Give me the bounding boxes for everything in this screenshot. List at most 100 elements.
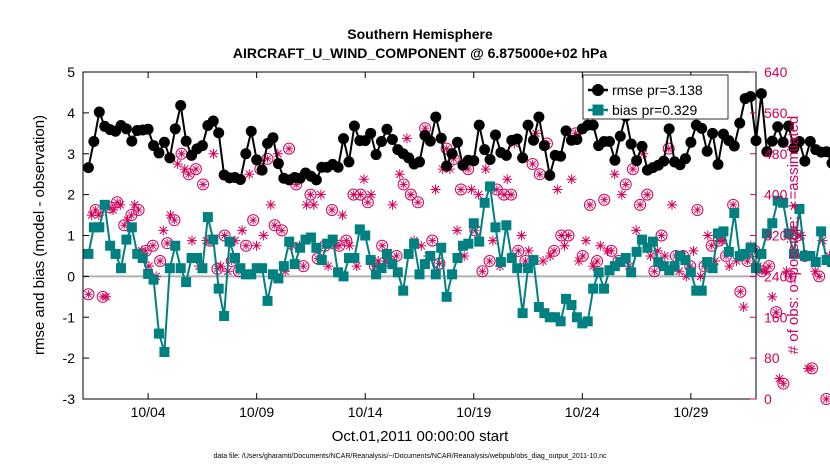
possible-obs-circle [397, 178, 410, 191]
assimilated-obs-marker [430, 184, 441, 195]
rmse-point [196, 140, 208, 152]
bias-point [202, 212, 213, 223]
possible-obs-star [120, 221, 129, 230]
possible-obs-star [578, 251, 587, 260]
bias-point [816, 226, 827, 237]
assimilated-obs-marker [659, 250, 670, 261]
bias-point [783, 228, 794, 239]
bias-point [658, 261, 669, 272]
assimilated-obs-marker [344, 240, 355, 251]
bias-point [126, 222, 137, 233]
assimilated-obs-marker [717, 235, 728, 246]
bias-point [501, 220, 512, 231]
rmse-point [332, 161, 344, 173]
assimilated-obs-marker [738, 302, 749, 313]
possible-obs-circle [247, 214, 260, 227]
bias-point [745, 242, 756, 253]
possible-obs-star [442, 144, 451, 153]
assimilated-obs-marker [394, 169, 405, 180]
legend-rmse-label: rmse pr=3.138 [612, 82, 703, 98]
rmse-point [533, 111, 545, 123]
possible-obs-marker [247, 214, 260, 227]
assimilated-obs-marker [416, 240, 427, 251]
rmse-point [370, 149, 382, 161]
assimilated-obs-marker [115, 199, 126, 210]
rmse-point [685, 136, 697, 148]
rmse-point [234, 174, 246, 186]
possible-obs-star [765, 262, 774, 271]
rmse-point [256, 164, 268, 176]
possible-obs-circle [283, 142, 296, 155]
bias-point [170, 240, 181, 251]
y-tick-label: 4 [67, 105, 75, 121]
bias-point [235, 263, 246, 274]
assimilated-obs-marker [251, 240, 262, 251]
possible-obs-star [636, 200, 645, 209]
assimilated-obs-marker [172, 158, 183, 169]
assimilated-obs-marker [645, 250, 656, 261]
rmse-point [348, 120, 360, 132]
bias-point [181, 277, 192, 288]
bias-point [680, 255, 691, 266]
possible-obs-marker [505, 188, 518, 201]
x-tick-label: 10/29 [673, 404, 708, 420]
bias-point [436, 242, 447, 253]
assimilated-obs-marker [588, 261, 599, 272]
possible-obs-star [285, 144, 294, 153]
bias-point [544, 312, 555, 323]
assimilated-obs-marker [609, 169, 620, 180]
assimilated-obs-marker [158, 225, 169, 236]
possible-obs-star [91, 205, 100, 214]
rmse-point [175, 100, 187, 112]
bias-point [240, 269, 251, 280]
bias-point [609, 261, 620, 272]
possible-obs-star [786, 272, 795, 281]
bias-point [713, 228, 724, 239]
rmse-point [142, 123, 154, 135]
possible-obs-star [650, 267, 659, 276]
possible-obs-marker [175, 147, 188, 160]
possible-obs-circle [634, 198, 647, 211]
bias-point [354, 224, 365, 235]
assimilated-obs-marker [674, 266, 685, 277]
bias-point [696, 285, 707, 296]
assimilated-obs-marker [373, 256, 384, 267]
possible-obs-circle [598, 193, 611, 206]
assimilated-obs-marker [366, 189, 377, 200]
bias-point [219, 311, 230, 322]
possible-obs-star [399, 180, 408, 189]
bias-point [376, 263, 387, 274]
assimilated-obs-marker [487, 235, 498, 246]
assimilated-obs-marker [143, 261, 154, 272]
bias-point [631, 246, 642, 257]
bias-point [539, 308, 550, 319]
possible-obs-circle [505, 188, 518, 201]
possible-obs-star [499, 190, 508, 199]
assimilated-obs-marker [795, 230, 806, 241]
rmse-point [240, 148, 252, 160]
assimilated-obs-marker [616, 189, 627, 200]
legend-bias-label: bias pr=0.329 [612, 102, 697, 118]
bias-point [137, 252, 148, 263]
bias-point [267, 269, 278, 280]
rmse-point [538, 140, 550, 152]
rmse-point [126, 135, 138, 147]
possible-obs-star [184, 170, 193, 179]
possible-obs-circle [562, 229, 575, 242]
rmse-point [734, 117, 746, 129]
bias-point [311, 242, 322, 253]
bias-point [474, 236, 485, 247]
possible-obs-star [736, 287, 745, 296]
bias-point [164, 263, 175, 274]
possible-obs-circle [583, 198, 596, 211]
rmse-point [251, 154, 263, 166]
possible-obs-star [134, 205, 143, 214]
assimilated-obs-marker [502, 174, 513, 185]
possible-obs-star [148, 241, 157, 250]
bias-point [143, 268, 154, 279]
rmse-point [414, 156, 425, 168]
possible-obs-marker [404, 188, 417, 201]
rmse-point [527, 134, 539, 146]
rmse-point [517, 152, 529, 164]
